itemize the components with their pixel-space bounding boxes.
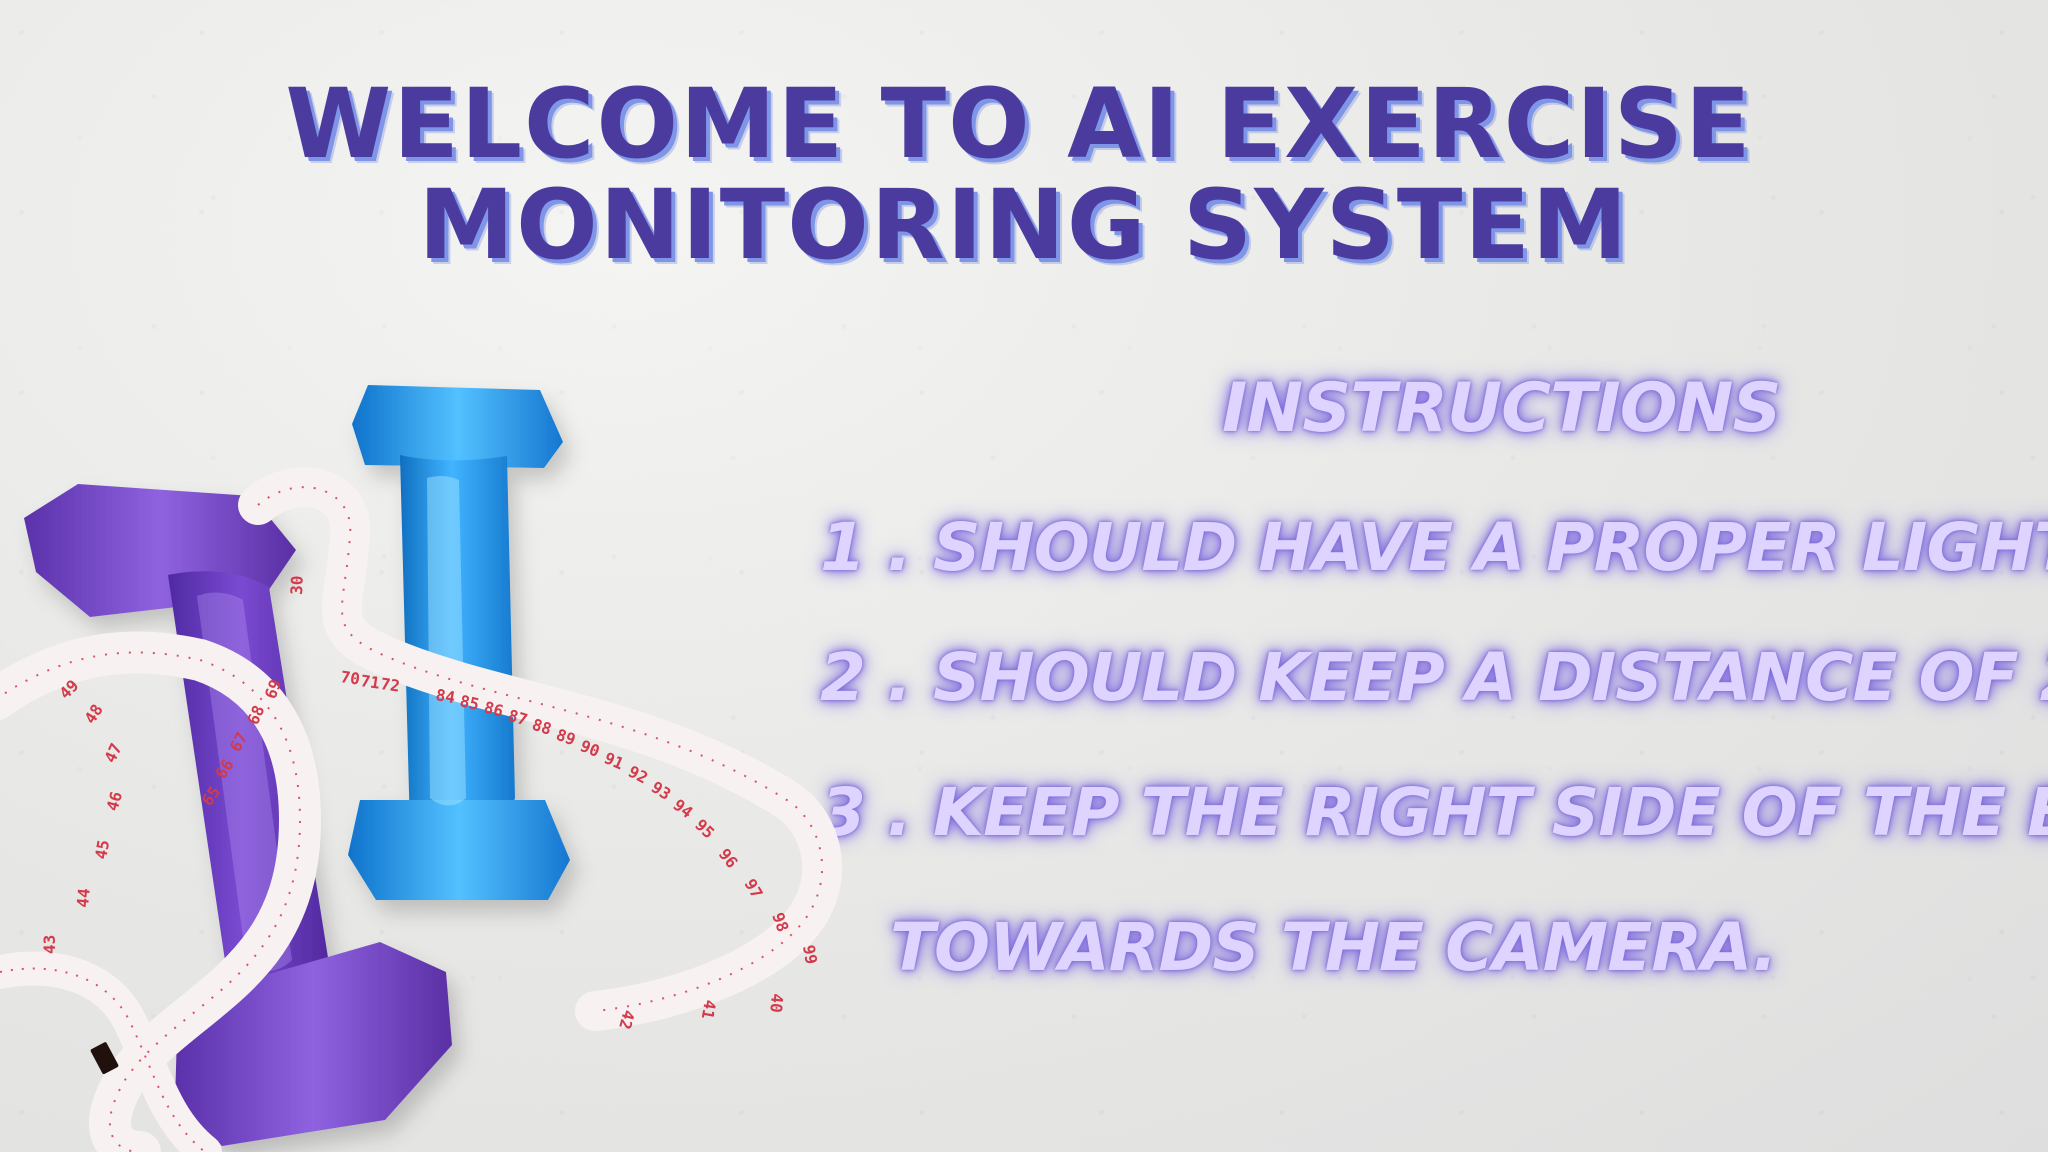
title-line-1: WELCOME TO AI EXERCISE [285,68,1753,181]
tape-number-30: 30 [287,575,307,595]
tape-number-44: 44 [73,888,94,909]
instruction-item-1: 1 . SHOULD HAVE A PROPER LIGHTING SETUP. [820,509,2048,586]
measuring-tape [0,467,842,1152]
tape-number-94: 94 [670,795,697,822]
instruction-item-3-continued: TOWARDS THE CAMERA. [890,909,1778,986]
tape-number-47: 47 [100,740,125,765]
tape-number-93: 93 [648,777,675,803]
dumbbells-and-tape-illustration: 30 70 71 72 84 85 86 87 88 89 90 91 92 9… [0,385,842,1152]
tape-number-42: 42 [615,1008,638,1032]
tape-number-70: 70 [339,667,361,688]
tape-number-95: 95 [691,815,718,842]
tape-number-72: 72 [379,674,401,695]
page-title: WELCOME TO AI EXERCISE MONITORING SYSTEM [0,74,2048,276]
tape-number-87: 87 [506,706,530,730]
tape-number-45: 45 [91,838,113,860]
tape-number-40: 40 [766,993,787,1014]
instruction-item-3: 3 . KEEP THE RIGHT SIDE OF THE BODY FACE [820,774,2048,851]
tape-number-97: 97 [741,876,767,902]
tape-number-92: 92 [625,762,651,788]
tape-number-99: 99 [799,943,821,965]
tape-end-clip [90,1042,119,1075]
title-line-2: MONITORING SYSTEM [418,169,1630,282]
tape-number-41: 41 [698,998,720,1020]
tape-number-43: 43 [40,935,59,954]
tape-number-91: 91 [601,748,626,773]
tape-number-86: 86 [482,698,506,721]
blue-dumbbell [348,385,570,900]
tape-number-84: 84 [434,685,456,707]
tape-number-46: 46 [103,789,127,813]
instruction-item-2: 2 . SHOULD KEEP A DISTANCE OF 2 METER. [820,639,2048,716]
tape-number-71: 71 [359,671,381,692]
instructions-heading: INSTRUCTIONS [1222,369,1781,448]
tape-number-96: 96 [715,845,742,872]
tape-number-85: 85 [458,691,481,714]
tape-number-48: 48 [80,701,106,728]
